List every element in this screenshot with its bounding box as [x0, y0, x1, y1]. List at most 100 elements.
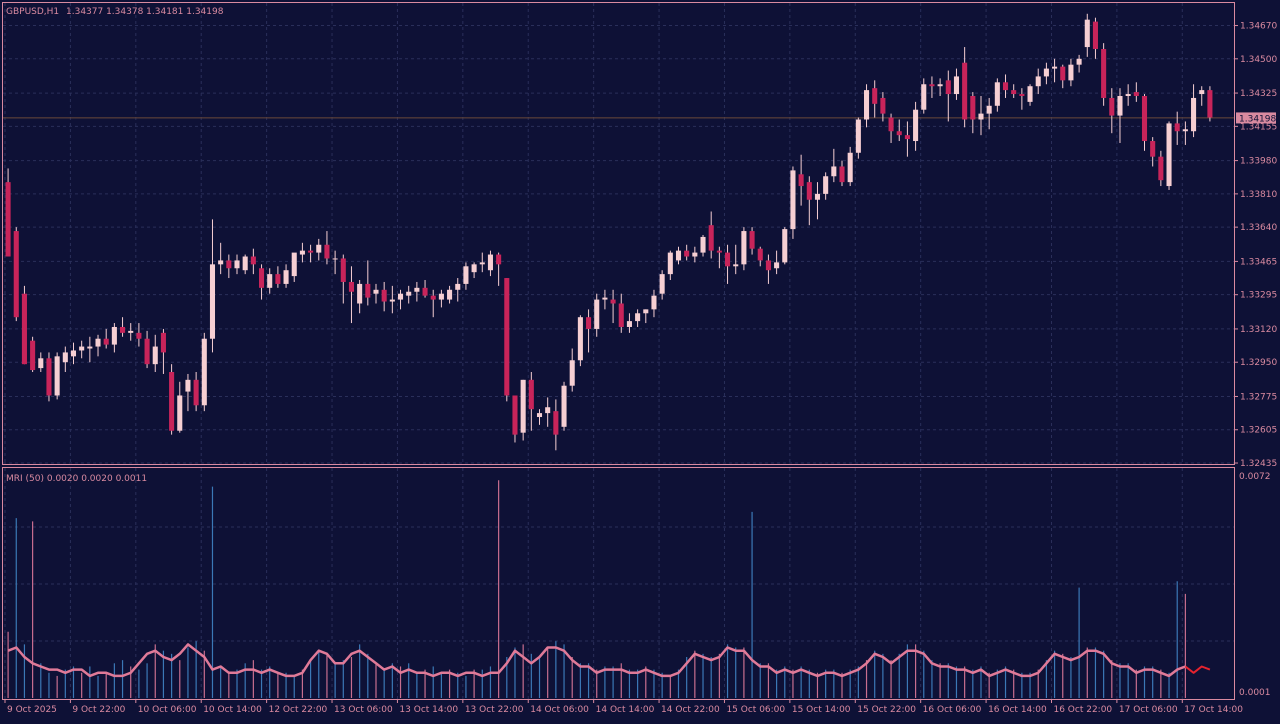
candle-body-bear: [528, 379, 534, 410]
candle-body-bear: [120, 326, 126, 333]
candle-body-bear: [929, 84, 935, 87]
candle-body-bear: [496, 254, 502, 265]
price-tick-label: 1.34670: [1240, 22, 1277, 32]
price-tick-label: 1.33640: [1240, 223, 1277, 233]
candle-body-bear: [708, 225, 714, 251]
mri-last-segment: [1184, 665, 1211, 674]
time-tick-label: 16 Oct 14:00: [988, 705, 1047, 715]
price-tick-label: 1.34325: [1240, 89, 1277, 99]
time-tick-label: 9 Oct 2025: [7, 705, 57, 715]
candle-body-bear: [1174, 123, 1180, 132]
candle-body-bull: [1182, 129, 1188, 132]
candle-body-bull: [373, 289, 379, 294]
candle-body-bull: [561, 385, 567, 427]
time-tick-label: 10 Oct 14:00: [203, 705, 262, 715]
candle-body-bear: [618, 303, 624, 327]
candle-body-bull: [438, 293, 444, 300]
candle-body-bull: [855, 119, 861, 153]
candle-body-bull: [577, 317, 583, 361]
last-price-tag: 1.34198: [1236, 112, 1276, 124]
candle-body-bull: [545, 407, 551, 414]
price-tick-label: 1.34500: [1240, 55, 1277, 65]
candle-body-bear: [553, 411, 559, 435]
candle-body-bear: [430, 295, 436, 300]
candle-body-bull: [291, 252, 297, 277]
candle-body-bear: [684, 250, 690, 257]
candle-body-bull: [283, 270, 289, 284]
candle-body-bull: [1027, 86, 1033, 102]
candle-body-bear: [839, 166, 845, 183]
price-tick-label: 1.32435: [1240, 459, 1277, 469]
time-tick-label: 13 Oct 22:00: [465, 705, 524, 715]
candle-body-bear: [1109, 97, 1115, 116]
candle-body-bull: [209, 264, 216, 339]
price-tick-label: 1.33980: [1240, 157, 1277, 167]
candle-body-bull: [1191, 97, 1197, 132]
candle-body-bear: [1060, 66, 1066, 81]
candle-body-bear: [136, 332, 142, 339]
candle-body-bear: [348, 281, 355, 292]
candle-body-bull: [863, 90, 870, 120]
candle-body-bull: [774, 262, 780, 269]
candle-body-bull: [299, 250, 305, 255]
mri-ymin-label: 0.0001: [1239, 688, 1271, 698]
candle-body-bull: [921, 84, 927, 110]
candles: [5, 13, 1213, 451]
candle-body-bull: [937, 84, 943, 87]
candle-body-bull: [520, 379, 526, 433]
candle-body-bear: [1141, 96, 1148, 142]
candle-body-bull: [1076, 58, 1082, 65]
price-tick-label: 1.33465: [1240, 257, 1277, 267]
candle-body-bear: [880, 97, 886, 114]
candle-body-bear: [504, 278, 510, 396]
candle-body-bull: [1035, 76, 1041, 87]
candle-body-bull: [536, 413, 543, 418]
candle-body-bear: [21, 293, 27, 365]
axes: 1.34670 1.34500 1.34325 1.34155 1.33980 1.338…: [4, 22, 1277, 715]
symbol-label: GBPUSD,H1: [6, 7, 59, 17]
candle-body-bull: [675, 250, 682, 261]
candle-body-bull: [316, 244, 322, 253]
time-tick-label: 14 Oct 14:00: [596, 705, 655, 715]
time-tick-label: 9 Oct 22:00: [72, 705, 125, 715]
candle-body-bull: [406, 291, 412, 296]
candle-body-bull: [594, 299, 600, 329]
candle-body-bull: [70, 350, 77, 357]
candle-body-bull: [814, 193, 821, 200]
candle-body-bull: [54, 356, 60, 396]
candle-body-bear: [169, 372, 175, 431]
candle-body-bull: [414, 287, 420, 292]
candle-body-bull: [1043, 68, 1049, 77]
candle-body-bear: [716, 250, 722, 253]
candle-body-bull: [1166, 123, 1172, 187]
candle-body-bear: [1011, 90, 1017, 95]
candle-body-bear: [144, 338, 150, 365]
candle-body-bull: [994, 82, 1000, 106]
candle-body-bear: [1101, 49, 1107, 98]
candle-body-bull: [602, 297, 608, 300]
candle-body-bull: [397, 293, 404, 300]
candle-body-bear: [610, 299, 616, 304]
price-tick-label: 1.33295: [1240, 291, 1277, 301]
candle-body-bear: [904, 135, 910, 140]
candle-body-bear: [888, 117, 894, 132]
candle-body-bull: [659, 274, 665, 294]
candle-body-bull: [79, 346, 85, 351]
candle-body-bull: [471, 264, 477, 273]
candle-body-bull: [111, 326, 117, 345]
price-tick-label: 1.32775: [1240, 392, 1277, 402]
time-tick-label: 17 Oct 14:00: [1184, 705, 1243, 715]
candle-body-bear: [365, 283, 371, 298]
candle-body-bull: [1199, 90, 1205, 95]
time-tick-label: 17 Oct 06:00: [1119, 705, 1178, 715]
candle-body-bull: [389, 299, 395, 302]
candle-body-bull: [234, 260, 240, 269]
time-tick-label: 16 Oct 06:00: [923, 705, 982, 715]
candle-body-bull: [733, 264, 739, 267]
candle-body-bull: [635, 313, 641, 322]
candle-body-bull: [667, 252, 673, 275]
candle-body-bear: [13, 231, 19, 318]
